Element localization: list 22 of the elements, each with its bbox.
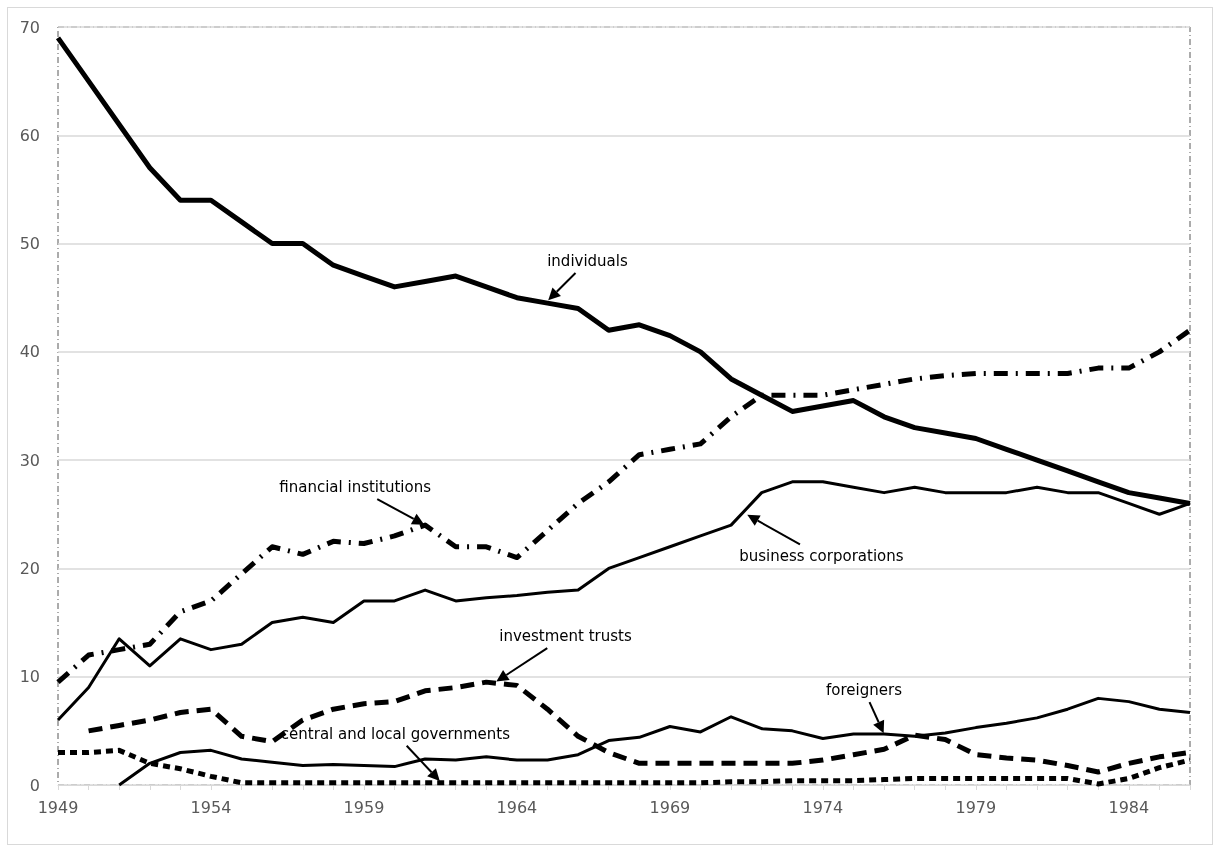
y-tick-label: 60 bbox=[19, 125, 40, 145]
x-tick-label: 1974 bbox=[802, 797, 844, 817]
x-tick-label: 1969 bbox=[649, 797, 691, 817]
y-tick-label: 0 bbox=[29, 775, 40, 795]
x-tick-label: 1964 bbox=[496, 797, 538, 817]
annotation: foreigners bbox=[826, 681, 903, 700]
annotation: financial institutions bbox=[279, 478, 432, 497]
y-tick-label: 70 bbox=[19, 17, 40, 37]
annotation: investment trusts bbox=[499, 627, 632, 646]
y-tick-label: 30 bbox=[19, 450, 40, 470]
x-tick-label: 1959 bbox=[343, 797, 385, 817]
y-tick-label: 40 bbox=[19, 342, 40, 362]
y-tick-label: 20 bbox=[19, 558, 40, 578]
x-tick-label: 1984 bbox=[1108, 797, 1150, 817]
x-tick-label: 1954 bbox=[190, 797, 232, 817]
annotation: business corporations bbox=[739, 547, 904, 566]
annotation: individuals bbox=[547, 251, 628, 270]
x-tick-label: 1949 bbox=[37, 797, 79, 817]
y-tick-label: 10 bbox=[19, 667, 40, 687]
annotation: central and local governments bbox=[280, 724, 511, 743]
y-tick-label: 50 bbox=[19, 234, 40, 254]
x-tick-label: 1979 bbox=[955, 797, 997, 817]
